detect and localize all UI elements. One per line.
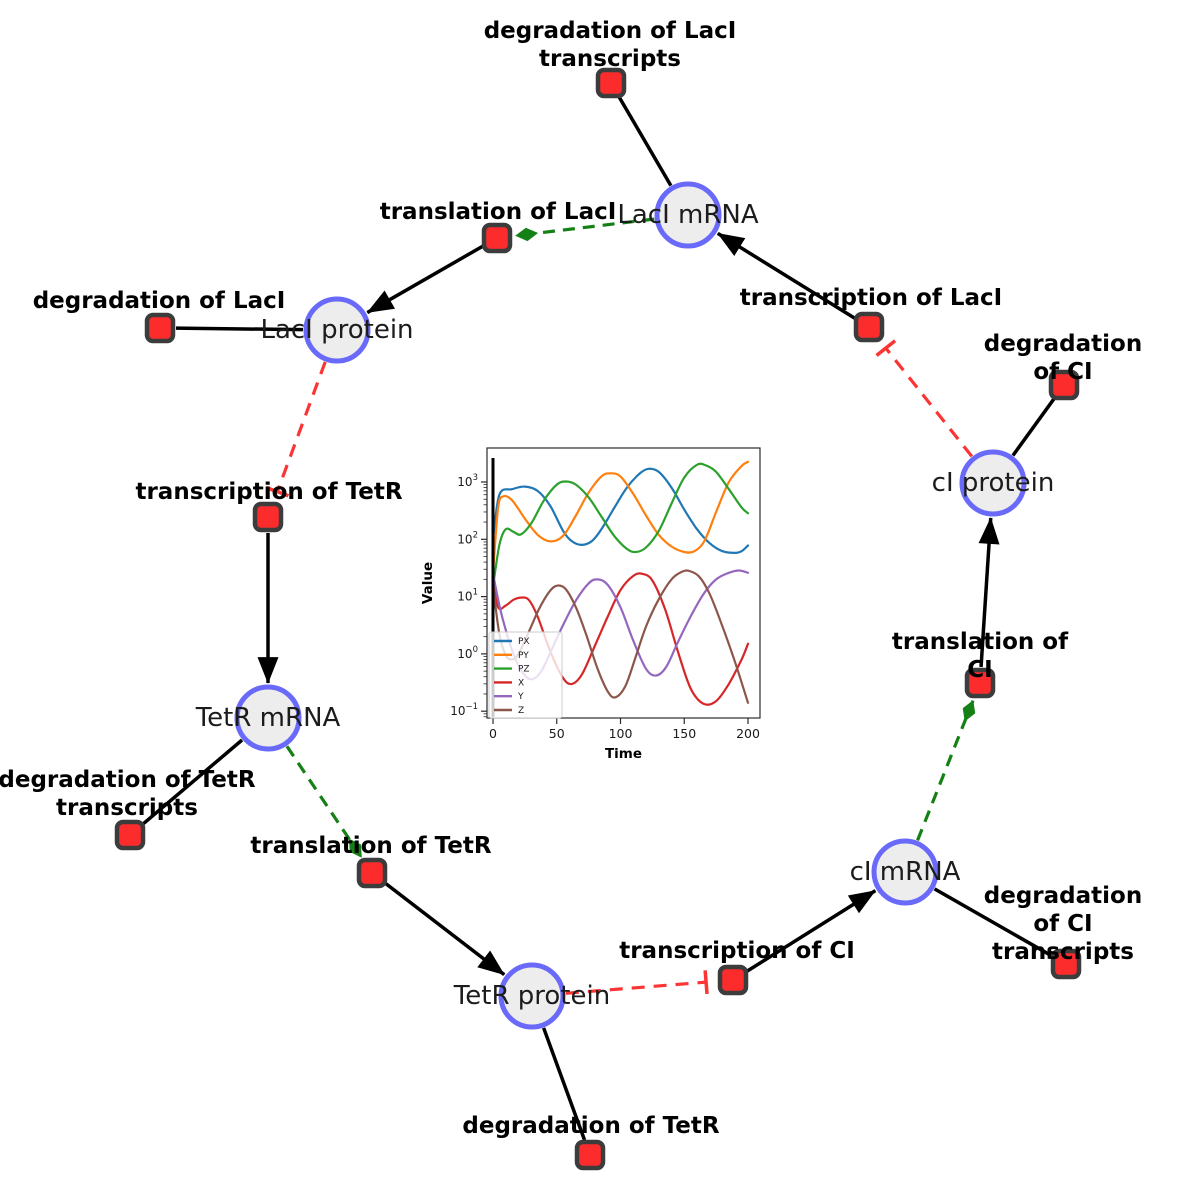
- inset-y-tick-label-1e1: 101: [457, 588, 478, 604]
- reaction-node-deg-ci-transcripts: [1050, 948, 1082, 980]
- edge-arrow-tsc-laci-to-laci-mrna: [716, 231, 857, 321]
- reaction-node-tsl-laci: [481, 222, 513, 254]
- inset-x-tick-label-0: 0: [489, 726, 497, 741]
- inset-y-tick-label-1e0: 100: [457, 645, 478, 661]
- edge-catalysis-laci-mrna-to-tsl-laci: [515, 217, 655, 242]
- reaction-node-tsc-laci: [853, 311, 885, 343]
- edge-catalysis-tetr-mrna-to-tsl-tetr: [285, 745, 363, 859]
- inset-x-tick-label-100: 100: [609, 726, 633, 741]
- reaction-node-tsc-tetr: [252, 501, 284, 533]
- inset-xaxis-title: Time: [605, 746, 642, 762]
- inset-y-tick-label-1e-1: 10−1: [450, 702, 478, 718]
- inset-legend-label-Y: Y: [517, 692, 524, 702]
- species-node-ci-mrna: [871, 838, 939, 906]
- species-node-laci-protein: [303, 296, 371, 364]
- inset-curve-X: [491, 572, 750, 706]
- reaction-node-tsl-ci: [964, 667, 996, 699]
- edge-plain-laci-mrna-to-deg-laci-transcripts: [617, 95, 673, 187]
- reaction-node-deg-tetr-transcripts: [114, 819, 146, 851]
- inset-y-tick-label-1e2: 102: [457, 530, 478, 546]
- inset-yaxis-title: Value: [420, 562, 436, 604]
- reaction-node-deg-tetr: [574, 1139, 606, 1171]
- edge-plain-ci-mrna-to-deg-ci-transcripts: [933, 887, 1053, 958]
- species-node-ci-protein: [959, 449, 1027, 517]
- edge-catalysis-ci-mrna-to-tsl-ci: [916, 700, 976, 841]
- edge-plain-laci-protein-to-deg-laci: [175, 326, 304, 332]
- inset-legend-label-PZ: PZ: [518, 665, 530, 675]
- edge-plain-tetr-protein-to-deg-tetr: [542, 1027, 587, 1141]
- edge-arrow-tsl-tetr-to-tetr-protein: [383, 881, 506, 977]
- species-node-tetr-mrna: [234, 684, 302, 752]
- edge-inhibition-laci-protein-to-tsc-tetr: [265, 361, 327, 498]
- reaction-node-deg-ci: [1048, 369, 1080, 401]
- inset-legend-label-X: X: [518, 678, 524, 688]
- reaction-node-tsc-ci: [717, 964, 749, 996]
- edge-inhibition-ci-protein-to-tsc-laci: [875, 339, 974, 458]
- species-node-tetr-protein: [498, 962, 566, 1030]
- edge-arrow-tsc-ci-to-ci-mrna: [745, 889, 877, 973]
- edge-plain-tetr-mrna-to-deg-tetr-transcripts: [141, 738, 244, 826]
- inset-axes-frame: [486, 447, 761, 719]
- inset-curve-PZ: [491, 462, 750, 588]
- inset-legend: PX PY PZ XYZ: [488, 631, 563, 719]
- edge-arrow-tsl-laci-to-laci-protein: [366, 244, 485, 315]
- edge-arrow-tsl-ci-to-ci-protein: [978, 517, 1000, 668]
- inset-legend-label-PX: PX: [518, 637, 530, 647]
- inset-y-tick-label-1e3: 103: [457, 473, 478, 489]
- inset-curve-PY: [491, 460, 750, 575]
- inset-legend-label-PY: PY: [518, 651, 529, 661]
- reaction-node-deg-laci: [144, 312, 176, 344]
- reaction-node-deg-laci-transcripts: [595, 67, 627, 99]
- inset-curve-PX: [491, 467, 750, 555]
- inset-x-tick-label-50: 50: [549, 726, 565, 741]
- inset-x-tick-label-150: 150: [672, 726, 696, 741]
- inset-legend-label-Z: Z: [518, 706, 524, 716]
- reaction-node-tsl-tetr: [356, 857, 388, 889]
- species-node-laci-mrna: [654, 181, 722, 249]
- edge-plain-ci-protein-to-deg-ci: [1011, 396, 1057, 457]
- inset-x-tick-label-200: 200: [736, 726, 760, 741]
- edge-inhibition-tetr-protein-to-tsc-ci: [565, 970, 709, 995]
